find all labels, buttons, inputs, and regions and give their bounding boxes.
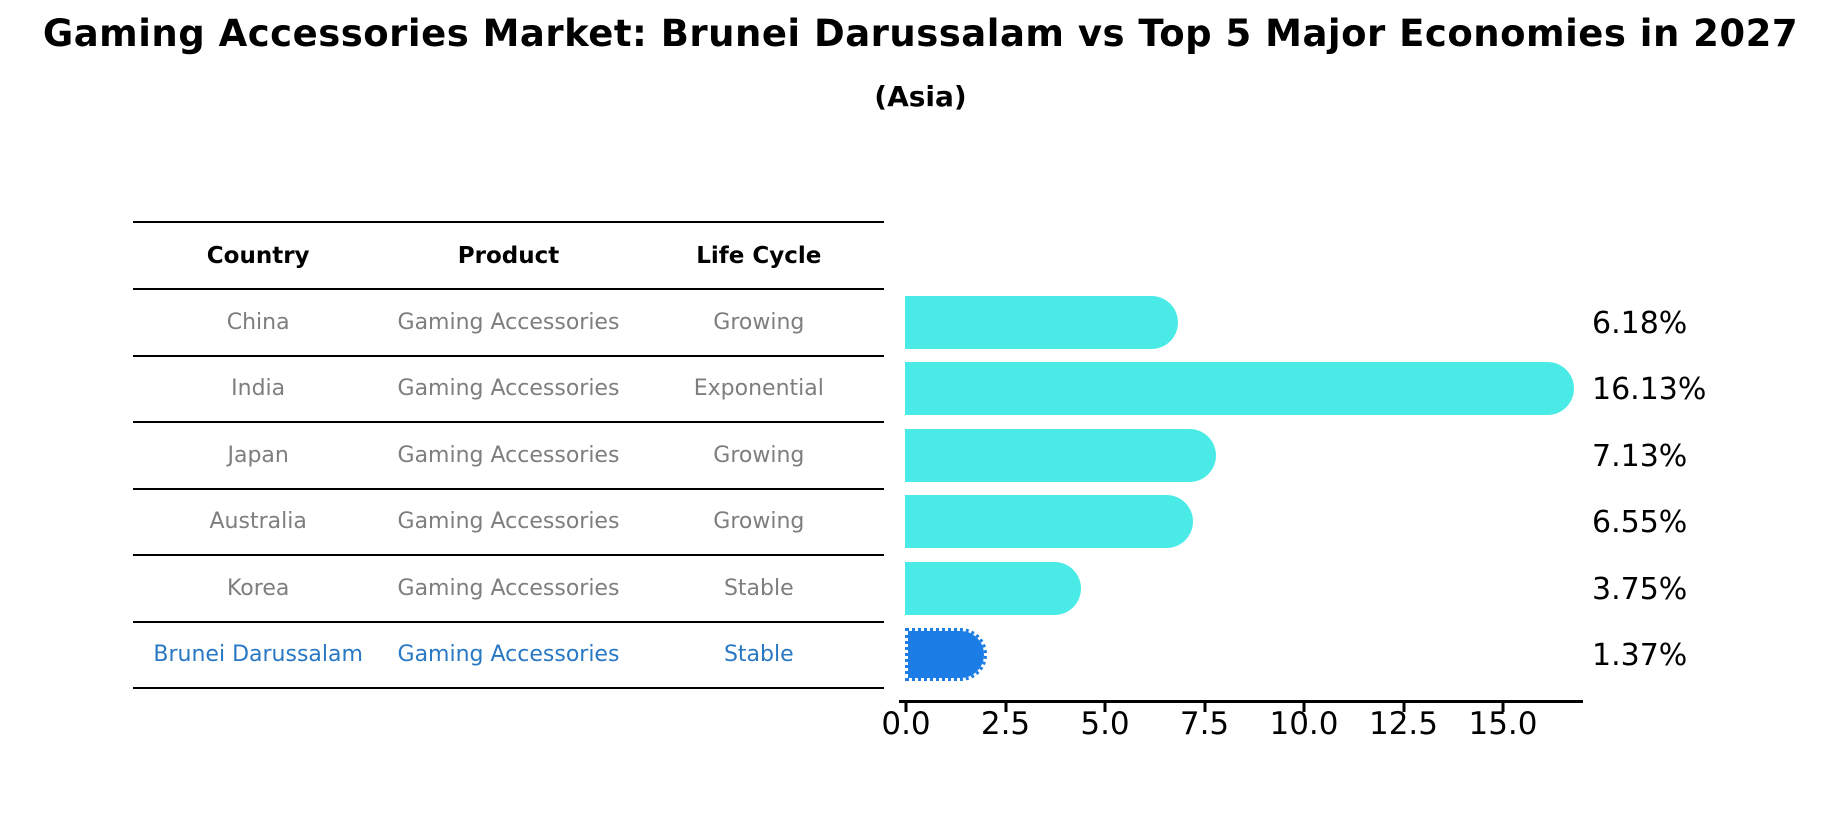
axis-tick-label: 0.0 — [881, 706, 931, 742]
bar — [905, 628, 987, 682]
cell-country: India — [231, 376, 286, 402]
axis-tick — [1501, 703, 1505, 712]
cell-life-cycle: Growing — [713, 309, 805, 335]
column-header-country: Country — [206, 242, 310, 269]
axis-tick — [1402, 703, 1405, 712]
table-row: India Gaming Accessories Exponential — [133, 357, 884, 423]
value-label: 3.75% — [1592, 571, 1688, 607]
chart-title: Gaming Accessories Market: Brunei Daruss… — [42, 12, 1799, 55]
table-row: Brunei Darussalam Gaming Accessories Sta… — [133, 623, 884, 689]
cell-life-cycle: Stable — [723, 575, 794, 601]
cell-product: Gaming Accessories — [397, 442, 620, 468]
value-label: 16.13% — [1592, 372, 1707, 408]
cell-country: Australia — [209, 509, 307, 535]
cell-life-cycle: Growing — [713, 509, 805, 535]
column-header-life-cycle: Life Cycle — [696, 242, 822, 269]
country-table: Country Product Life Cycle China Gaming … — [133, 221, 884, 689]
bar — [905, 295, 1178, 349]
axis-tick-label: 7.5 — [1179, 706, 1230, 742]
table-row: Korea Gaming Accessories Stable — [133, 556, 884, 623]
axis-tick-label: 10.0 — [1269, 706, 1339, 742]
table-row: Japan Gaming Accessories Growing — [133, 423, 884, 490]
table-row: China Gaming Accessories Growing — [133, 290, 884, 357]
bar — [905, 561, 1082, 615]
axis-tick — [1004, 703, 1007, 712]
x-axis-line — [899, 700, 1583, 703]
axis-tick — [904, 703, 908, 712]
bar — [905, 495, 1193, 549]
value-label: 1.37% — [1592, 638, 1688, 674]
cell-country: Japan — [227, 442, 289, 468]
cell-life-cycle: Exponential — [693, 376, 824, 402]
cell-product: Gaming Accessories — [397, 309, 620, 335]
cell-product: Gaming Accessories — [397, 509, 620, 535]
value-label: 7.13% — [1592, 438, 1688, 474]
value-label: 6.18% — [1592, 305, 1688, 341]
cell-country: Brunei Darussalam — [153, 642, 363, 668]
bar — [905, 362, 1574, 416]
axis-tick-label: 2.5 — [980, 706, 1031, 742]
cell-life-cycle: Growing — [713, 442, 805, 468]
axis-tick — [1203, 703, 1206, 712]
cell-life-cycle: Stable — [723, 642, 794, 668]
chart-subtitle: (Asia) — [874, 80, 967, 113]
cell-country: China — [226, 309, 290, 335]
table-row: Australia Gaming Accessories Growing — [133, 490, 884, 556]
cell-product: Gaming Accessories — [397, 575, 620, 601]
cell-product: Gaming Accessories — [397, 376, 620, 402]
cell-product: Gaming Accessories — [397, 642, 620, 668]
axis-tick-label: 12.5 — [1368, 706, 1439, 742]
table-header-row: Country Product Life Cycle — [133, 223, 884, 290]
axis-tick — [1103, 703, 1107, 712]
cell-country: Korea — [226, 575, 290, 601]
axis-tick-label: 5.0 — [1080, 706, 1130, 742]
axis-tick — [1302, 703, 1306, 712]
axis-tick-label: 15.0 — [1468, 706, 1538, 742]
value-label: 6.55% — [1592, 505, 1688, 541]
bar — [905, 428, 1216, 482]
column-header-product: Product — [457, 242, 560, 269]
